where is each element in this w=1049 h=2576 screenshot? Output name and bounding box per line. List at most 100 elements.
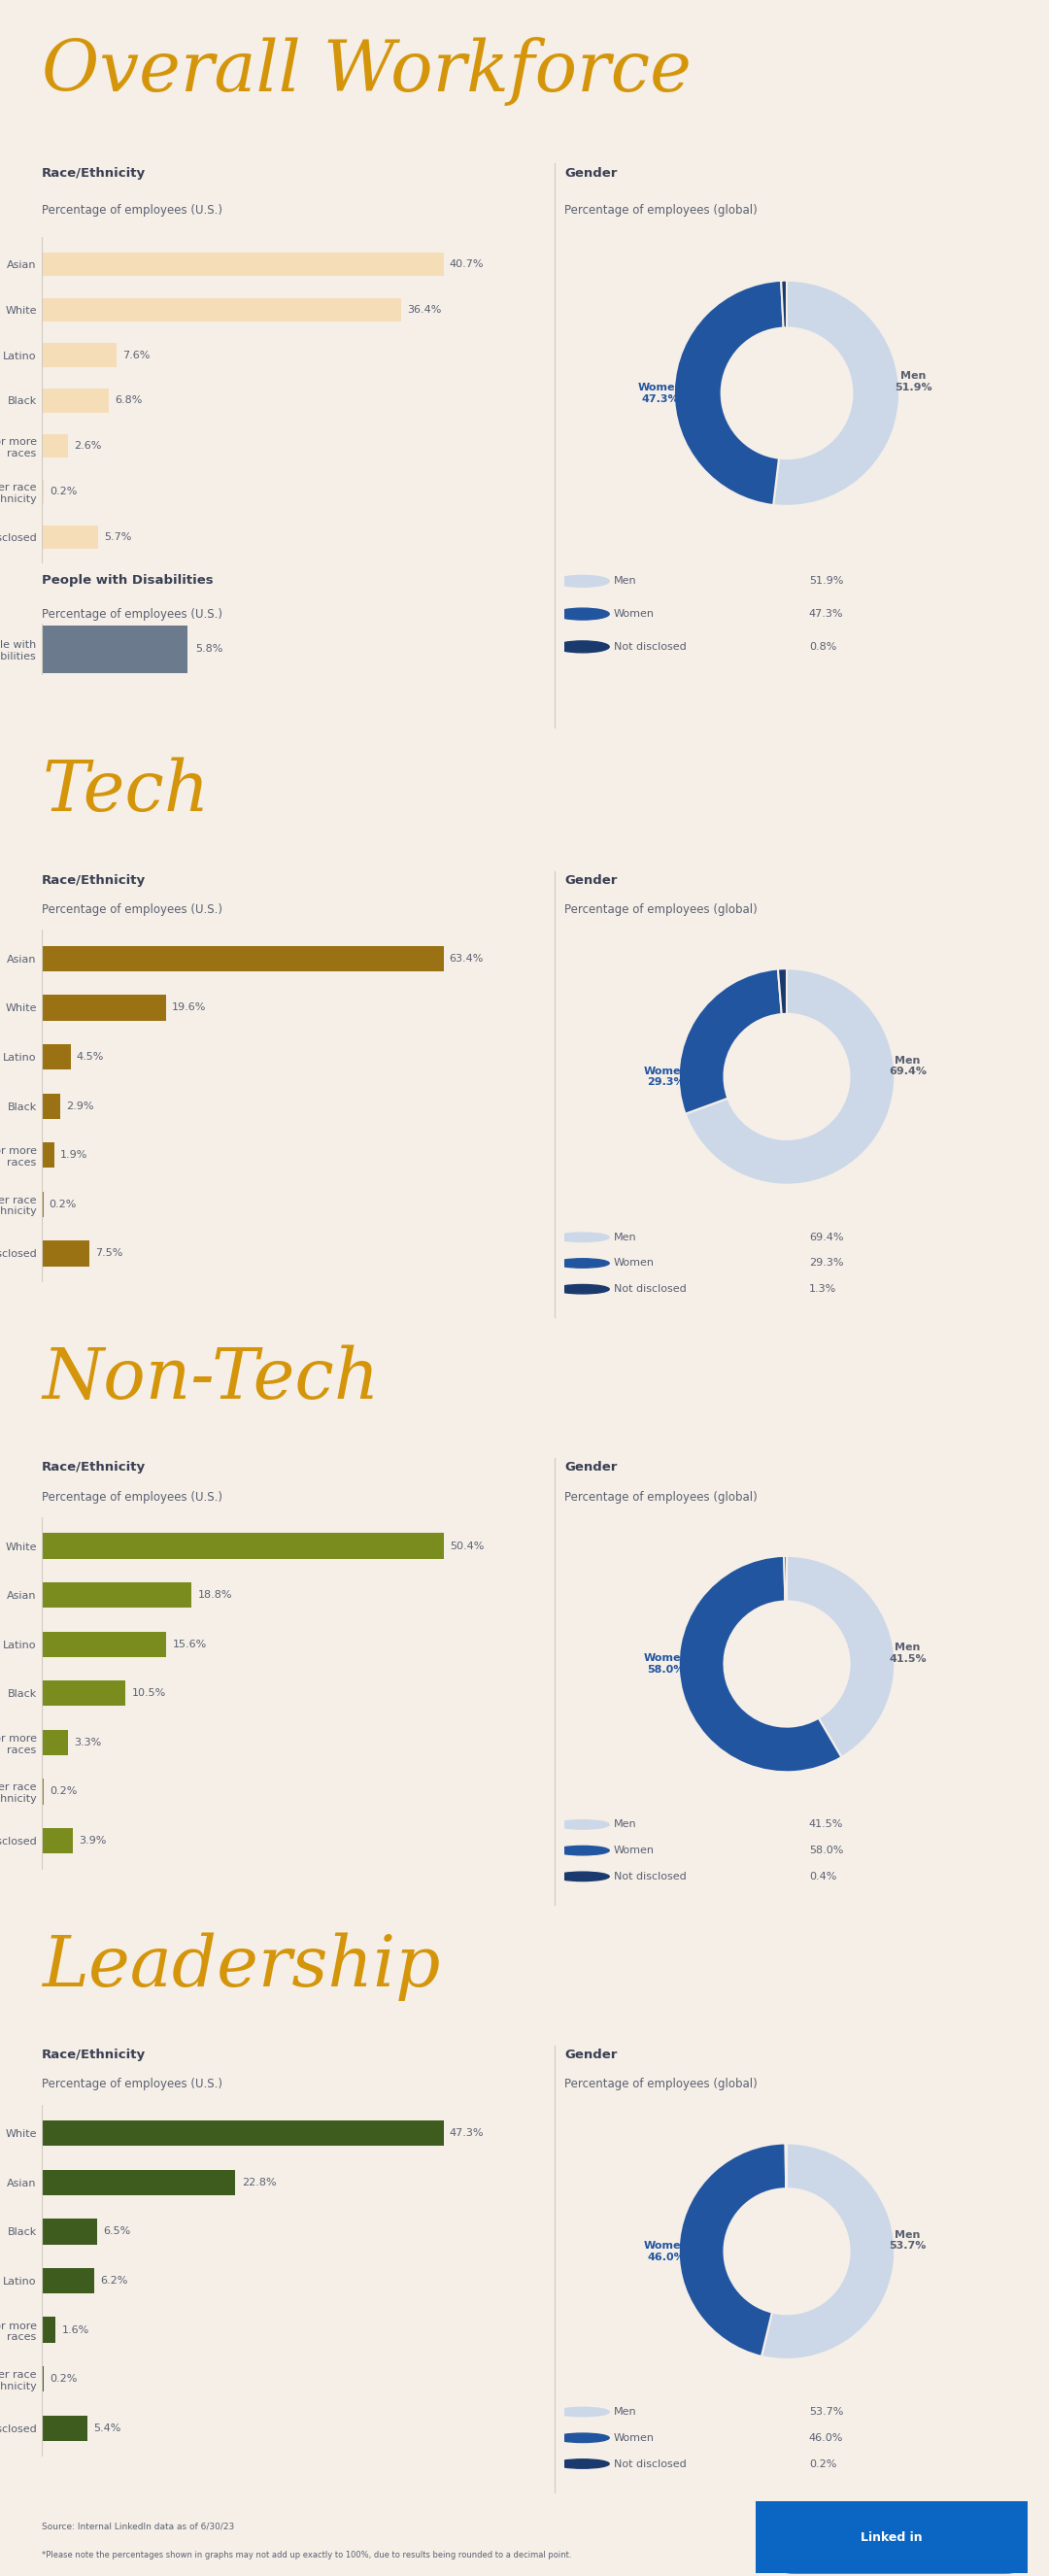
- Text: 5.7%: 5.7%: [104, 533, 132, 541]
- Text: 4.5%: 4.5%: [77, 1051, 104, 1061]
- Text: 51.9%: 51.9%: [809, 577, 843, 587]
- Text: 7.5%: 7.5%: [95, 1249, 123, 1257]
- Text: 7.6%: 7.6%: [123, 350, 150, 361]
- Wedge shape: [675, 281, 784, 505]
- Text: 18.8%: 18.8%: [198, 1589, 232, 1600]
- Bar: [42, 1193, 43, 1216]
- Text: Percentage of employees (U.S.): Percentage of employees (U.S.): [42, 904, 222, 917]
- FancyBboxPatch shape: [774, 2504, 1025, 2573]
- Bar: [42, 1092, 61, 1118]
- Text: Percentage of employees (U.S.): Percentage of employees (U.S.): [42, 1492, 222, 1504]
- Text: Not disclosed: Not disclosed: [614, 641, 686, 652]
- Text: 46.0%: 46.0%: [809, 2432, 843, 2442]
- Circle shape: [556, 574, 609, 587]
- Wedge shape: [679, 2143, 786, 2357]
- Wedge shape: [685, 969, 895, 1185]
- Bar: [42, 1141, 53, 1167]
- Bar: [42, 479, 44, 502]
- Wedge shape: [679, 1556, 841, 1772]
- Bar: [42, 1680, 126, 1705]
- Text: Gender: Gender: [564, 1461, 618, 1473]
- Text: 0.2%: 0.2%: [49, 2375, 78, 2383]
- Circle shape: [556, 1821, 609, 1829]
- Bar: [42, 2316, 56, 2342]
- Text: Women
47.3%: Women 47.3%: [638, 384, 683, 404]
- Text: Percentage of employees (global): Percentage of employees (global): [564, 1492, 757, 1504]
- Bar: [42, 1043, 70, 1069]
- Bar: [42, 2120, 444, 2146]
- Wedge shape: [679, 969, 782, 1113]
- Text: Race/Ethnicity: Race/Ethnicity: [42, 2048, 146, 2061]
- Circle shape: [556, 2460, 609, 2468]
- Text: Men
69.4%: Men 69.4%: [889, 1056, 926, 1077]
- Text: 1.9%: 1.9%: [60, 1151, 87, 1159]
- Text: Overall Workforce: Overall Workforce: [42, 36, 691, 106]
- Circle shape: [556, 1285, 609, 1293]
- Text: Source: Internal LinkedIn data as of 6/30/23: Source: Internal LinkedIn data as of 6/3…: [42, 2522, 235, 2530]
- Bar: [42, 1728, 68, 1754]
- Text: 63.4%: 63.4%: [449, 953, 484, 963]
- Text: 3.9%: 3.9%: [79, 1837, 107, 1844]
- Circle shape: [556, 1260, 609, 1267]
- Text: 6.5%: 6.5%: [103, 2226, 130, 2236]
- FancyBboxPatch shape: [742, 2499, 1042, 2576]
- Circle shape: [556, 2409, 609, 2416]
- Text: Gender: Gender: [564, 167, 618, 180]
- Text: Percentage of employees (global): Percentage of employees (global): [564, 904, 757, 917]
- Bar: [42, 2267, 94, 2293]
- Text: 19.6%: 19.6%: [172, 1002, 207, 1012]
- Text: 5.8%: 5.8%: [195, 644, 222, 654]
- Bar: [42, 1582, 192, 1607]
- Wedge shape: [778, 969, 787, 1015]
- Text: Linked: Linked: [908, 2532, 944, 2540]
- Text: 41.5%: 41.5%: [809, 1819, 843, 1829]
- Bar: [42, 2169, 235, 2195]
- Text: 47.3%: 47.3%: [449, 2128, 484, 2138]
- Circle shape: [556, 1847, 609, 1855]
- Text: Non-Tech: Non-Tech: [42, 1345, 380, 1414]
- Text: 0.4%: 0.4%: [809, 1873, 836, 1880]
- Text: 0.2%: 0.2%: [49, 1788, 78, 1795]
- Circle shape: [556, 1873, 609, 1880]
- Text: in: in: [892, 2530, 907, 2543]
- Text: 29.3%: 29.3%: [809, 1257, 843, 1267]
- Text: Linked in: Linked in: [861, 2532, 922, 2543]
- Text: Percentage of employees (U.S.): Percentage of employees (U.S.): [42, 2079, 222, 2092]
- Text: People with Disabilities: People with Disabilities: [42, 574, 214, 587]
- Text: Men
53.7%: Men 53.7%: [890, 2231, 926, 2251]
- Text: Men: Men: [614, 577, 637, 587]
- Text: 36.4%: 36.4%: [407, 304, 442, 314]
- Text: Tech: Tech: [42, 757, 210, 827]
- Text: Gender: Gender: [564, 873, 618, 886]
- Circle shape: [556, 2434, 609, 2442]
- Circle shape: [556, 608, 609, 621]
- Text: Leadership: Leadership: [42, 1932, 441, 2002]
- Text: Women: Women: [614, 1257, 655, 1267]
- Text: Men
41.5%: Men 41.5%: [889, 1643, 926, 1664]
- Text: Not disclosed: Not disclosed: [614, 1285, 686, 1293]
- Text: 69.4%: 69.4%: [809, 1231, 843, 1242]
- Text: 0.8%: 0.8%: [809, 641, 836, 652]
- Bar: [42, 389, 109, 412]
- Wedge shape: [782, 281, 787, 327]
- Bar: [42, 2416, 88, 2442]
- Bar: [42, 435, 67, 459]
- Text: 15.6%: 15.6%: [172, 1638, 207, 1649]
- Circle shape: [556, 1234, 609, 1242]
- Text: Gender: Gender: [564, 2048, 618, 2061]
- Text: 58.0%: 58.0%: [809, 1844, 843, 1855]
- Text: 10.5%: 10.5%: [131, 1687, 166, 1698]
- Text: Women: Women: [614, 2432, 655, 2442]
- Circle shape: [556, 641, 609, 652]
- Text: Women
29.3%: Women 29.3%: [643, 1066, 688, 1087]
- Bar: [42, 1533, 444, 1558]
- Text: 50.4%: 50.4%: [449, 1540, 484, 1551]
- Text: 3.3%: 3.3%: [74, 1739, 102, 1747]
- Text: Race/Ethnicity: Race/Ethnicity: [42, 873, 146, 886]
- Wedge shape: [773, 281, 899, 505]
- Text: Not disclosed: Not disclosed: [614, 2460, 686, 2468]
- Bar: [42, 945, 444, 971]
- Text: 6.8%: 6.8%: [115, 397, 143, 404]
- Bar: [42, 626, 188, 672]
- Text: 2.6%: 2.6%: [73, 440, 101, 451]
